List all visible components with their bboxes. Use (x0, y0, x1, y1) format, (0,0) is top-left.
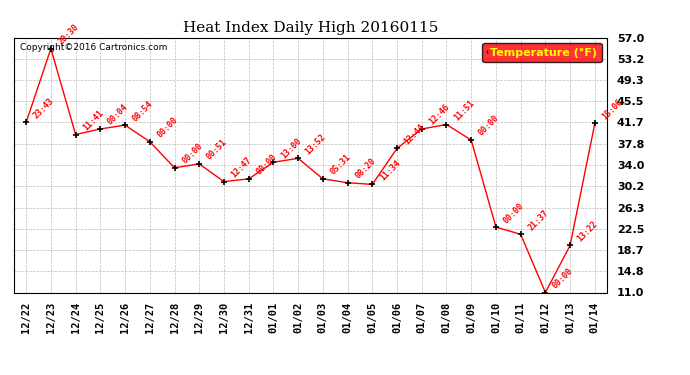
Text: 12:46: 12:46 (427, 103, 451, 127)
Text: 00:51: 00:51 (205, 138, 229, 162)
Text: 12:44: 12:44 (402, 122, 426, 146)
Text: 23:43: 23:43 (32, 96, 56, 120)
Text: 11:51: 11:51 (452, 98, 476, 122)
Text: 00:00: 00:00 (155, 116, 179, 140)
Text: 12:47: 12:47 (230, 155, 253, 180)
Text: 21:37: 21:37 (526, 208, 550, 232)
Text: 00:00: 00:00 (502, 201, 526, 225)
Text: 13:52: 13:52 (304, 132, 328, 156)
Text: 11:41: 11:41 (81, 108, 105, 132)
Text: 00:00: 00:00 (180, 142, 204, 166)
Legend: Temperature (°F): Temperature (°F) (482, 43, 602, 62)
Text: 08:20: 08:20 (353, 156, 377, 181)
Title: Heat Index Daily High 20160115: Heat Index Daily High 20160115 (183, 21, 438, 35)
Text: 05:31: 05:31 (328, 153, 353, 177)
Text: 15:06: 15:06 (600, 97, 624, 121)
Text: 13:22: 13:22 (575, 219, 600, 243)
Text: 13:00: 13:00 (279, 136, 303, 160)
Text: 00:00: 00:00 (254, 153, 278, 177)
Text: Copyright©2016 Cartronics.com: Copyright©2016 Cartronics.com (20, 43, 167, 52)
Text: 20:30: 20:30 (57, 22, 81, 46)
Text: 11:34: 11:34 (378, 158, 402, 182)
Text: 00:04: 00:04 (106, 103, 130, 127)
Text: 00:00: 00:00 (551, 266, 575, 290)
Text: 08:54: 08:54 (130, 99, 155, 123)
Text: 00:00: 00:00 (477, 114, 501, 138)
